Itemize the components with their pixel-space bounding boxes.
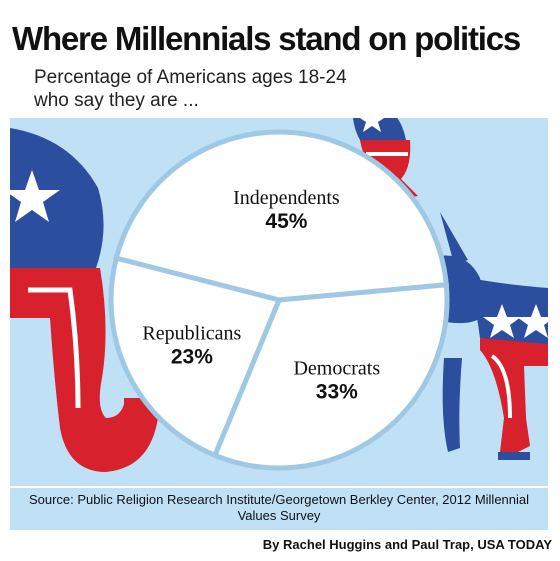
eagle-star-icon [360, 118, 384, 132]
elephant-icon [10, 128, 158, 472]
pie-slice-republicans [108, 255, 283, 459]
elephant-head-blue [10, 128, 104, 268]
elephant-trunk-red [10, 268, 158, 472]
donkey-ear-right [440, 212, 468, 264]
donkey-leg-front [480, 338, 548, 454]
chart-title: Where Millennials stand on politics [12, 20, 521, 57]
donkey-star-icon-2 [517, 304, 548, 338]
slice-label-independents: Independents [233, 187, 340, 209]
donkey-hoof [498, 452, 530, 460]
chart-subtitle: Percentage of Americans ages 18-24 who s… [34, 67, 347, 111]
elephant-star-icon [10, 170, 60, 222]
donkey-leg-stripe [490, 354, 512, 419]
donkey-star-icon-1 [483, 304, 521, 338]
source-note: Source: Public Religion Research Institu… [10, 486, 548, 530]
slice-label-democrats: Democrats [293, 357, 380, 379]
elephant-trunk-highlight [28, 287, 81, 409]
chart-panel: Independents 45% Democrats 33% Republicans 23… [10, 118, 548, 486]
pie-slice-independents [113, 129, 450, 303]
slice-value-democrats: 33% [316, 380, 358, 403]
eagle-body-red [360, 140, 411, 180]
slice-value-independents: 45% [265, 210, 307, 233]
slice-label-republicans: Republicans [142, 323, 241, 345]
slice-value-republicans: 23% [171, 346, 213, 369]
pie-slice-democrats [211, 282, 450, 471]
byline: By Rachel Huggins and Paul Trap, USA TOD… [262, 537, 552, 552]
donkey-leg-back [442, 358, 462, 452]
